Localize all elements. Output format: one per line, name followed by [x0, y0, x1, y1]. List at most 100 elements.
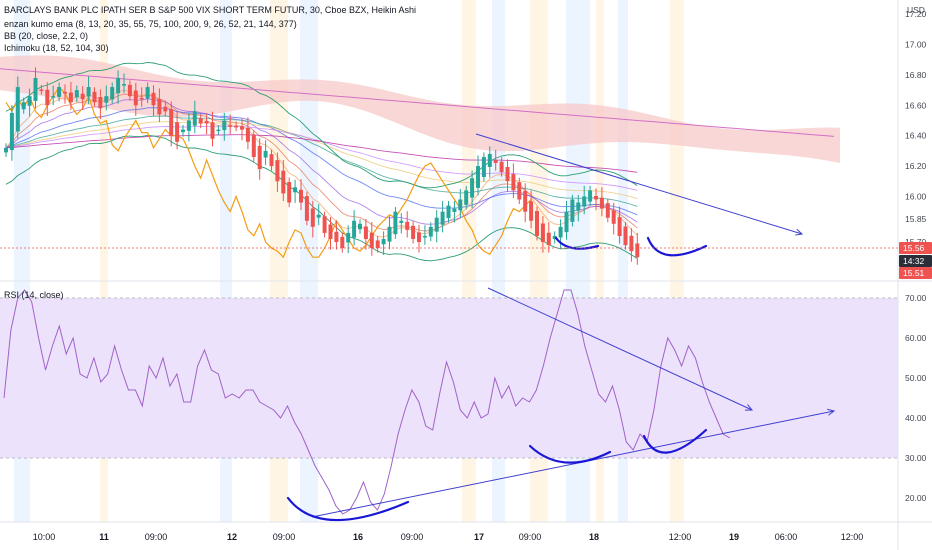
candle-body[interactable]: [245, 127, 250, 142]
candle-body[interactable]: [198, 118, 203, 124]
candle-body[interactable]: [228, 125, 233, 127]
candle-body[interactable]: [393, 211, 398, 235]
candle-body[interactable]: [334, 231, 339, 243]
candle-body[interactable]: [287, 182, 292, 203]
hand-drawn-curve[interactable]: [642, 428, 708, 454]
candle-body[interactable]: [434, 217, 439, 232]
candle-body[interactable]: [145, 87, 150, 99]
price-downtrend-line-head[interactable]: [795, 228, 804, 236]
candle-body[interactable]: [175, 122, 180, 142]
candle-body[interactable]: [387, 226, 392, 242]
candle-body[interactable]: [21, 102, 26, 110]
candle-body[interactable]: [340, 236, 345, 249]
candle-body[interactable]: [546, 232, 551, 246]
candle-body[interactable]: [346, 232, 351, 243]
candle-body[interactable]: [186, 120, 191, 131]
candle-body[interactable]: [629, 235, 634, 252]
candle-body[interactable]: [535, 211, 539, 236]
candle-body[interactable]: [523, 190, 528, 212]
candle-body[interactable]: [204, 121, 209, 124]
indicator-label-bb[interactable]: BB (20, close, 2.2, 0): [4, 31, 89, 41]
candle-body[interactable]: [623, 226, 628, 246]
candle-body[interactable]: [564, 211, 569, 233]
candle-body[interactable]: [9, 112, 14, 151]
candle-body[interactable]: [358, 223, 362, 230]
hand-drawn-curve[interactable]: [646, 236, 708, 257]
candle-body[interactable]: [151, 92, 156, 106]
candle-body[interactable]: [98, 97, 103, 109]
candle-body[interactable]: [470, 178, 475, 198]
candle-body[interactable]: [405, 221, 410, 230]
candle-body[interactable]: [33, 77, 38, 101]
candle-body[interactable]: [487, 153, 492, 167]
candle-body[interactable]: [68, 92, 73, 103]
rsi-label[interactable]: RSI (14, close): [4, 290, 64, 300]
candle-body[interactable]: [110, 87, 115, 100]
candle-body[interactable]: [45, 89, 50, 106]
candle-body[interactable]: [192, 111, 197, 126]
rsi-uptrend-line[interactable]: [311, 410, 835, 518]
candlestick-series[interactable]: [4, 67, 640, 265]
candle-body[interactable]: [133, 90, 138, 106]
candle-body[interactable]: [599, 197, 604, 209]
candle-body[interactable]: [234, 125, 239, 128]
candle-body[interactable]: [452, 208, 457, 212]
candle-body[interactable]: [139, 97, 144, 100]
candle-body[interactable]: [422, 235, 427, 238]
candle-body[interactable]: [476, 166, 480, 188]
candle-body[interactable]: [588, 190, 593, 202]
candle-body[interactable]: [86, 87, 91, 97]
candle-body[interactable]: [617, 217, 622, 236]
candle-body[interactable]: [127, 84, 132, 97]
candle-body[interactable]: [428, 226, 433, 237]
candle-body[interactable]: [316, 214, 321, 218]
candle-body[interactable]: [570, 199, 575, 222]
candle-body[interactable]: [15, 87, 20, 132]
candle-body[interactable]: [552, 235, 557, 239]
candle-body[interactable]: [529, 201, 534, 221]
indicator-label-emas[interactable]: enzan kumo ema (8, 13, 20, 35, 55, 75, 1…: [4, 19, 297, 29]
candle-body[interactable]: [505, 166, 510, 182]
candle-body[interactable]: [540, 223, 545, 243]
candle-body[interactable]: [375, 240, 380, 249]
candle-body[interactable]: [605, 203, 610, 218]
candle-body[interactable]: [493, 160, 498, 164]
candle-body[interactable]: [240, 126, 244, 130]
rsi-series[interactable]: [3, 289, 731, 515]
candle-body[interactable]: [257, 145, 262, 170]
candle-body[interactable]: [499, 161, 504, 173]
candle-body[interactable]: [299, 189, 303, 203]
candle-body[interactable]: [446, 205, 451, 219]
candle-body[interactable]: [399, 220, 404, 223]
candle-body[interactable]: [293, 187, 298, 193]
candle-body[interactable]: [122, 84, 126, 86]
candle-body[interactable]: [57, 87, 62, 97]
candle-body[interactable]: [80, 93, 85, 100]
candle-body[interactable]: [458, 199, 463, 211]
candle-body[interactable]: [352, 220, 357, 238]
candle-body[interactable]: [417, 232, 421, 243]
candle-body[interactable]: [310, 208, 315, 227]
candle-body[interactable]: [582, 196, 587, 207]
candle-body[interactable]: [281, 170, 286, 194]
candle-body[interactable]: [92, 91, 97, 103]
candle-body[interactable]: [558, 226, 563, 238]
candle-body[interactable]: [116, 77, 121, 94]
candle-body[interactable]: [4, 147, 8, 153]
candle-body[interactable]: [275, 160, 280, 182]
candle-body[interactable]: [181, 129, 185, 133]
rsi-downtrend-line-head[interactable]: [744, 404, 754, 411]
candle-body[interactable]: [611, 210, 616, 224]
candle-body[interactable]: [328, 224, 333, 239]
rsi-uptrend-line-head[interactable]: [827, 408, 836, 416]
candle-body[interactable]: [222, 120, 227, 131]
candle-body[interactable]: [411, 225, 416, 239]
trendline-drawings[interactable]: [286, 133, 836, 522]
candle-body[interactable]: [304, 196, 309, 221]
candle-body[interactable]: [511, 174, 516, 191]
candle-body[interactable]: [517, 182, 522, 200]
candle-body[interactable]: [74, 90, 79, 98]
rsi-downtrend-line[interactable]: [487, 287, 753, 411]
candle-body[interactable]: [51, 96, 56, 98]
